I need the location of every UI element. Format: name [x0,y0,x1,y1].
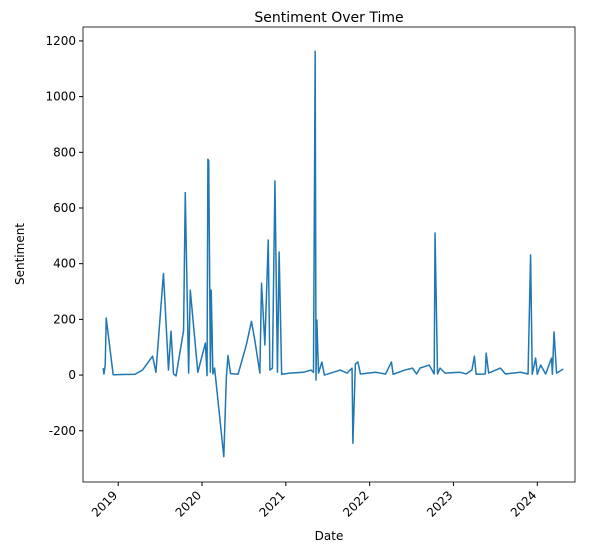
chart-title: Sentiment Over Time [254,10,403,26]
x-tick-label: 2023 [424,488,455,519]
y-tick-label: 400 [53,257,76,271]
x-tick-label: 2019 [89,488,120,519]
x-tick-label: 2021 [256,488,287,519]
y-tick-label: 800 [53,145,76,159]
x-tick-label: 2024 [508,488,539,519]
y-tick-label: -200 [49,424,76,438]
x-tick-label: 2022 [340,488,371,519]
plot-frame [82,26,576,483]
x-axis-label: Date [315,529,344,543]
y-tick-label: 200 [53,312,76,326]
line [102,50,564,458]
x-tick-label: 2020 [173,488,204,519]
y-tick-label: 0 [68,368,76,382]
y-axis-label: Sentiment [13,223,27,285]
y-tick-label: 600 [53,201,76,215]
y-tick-label: 1000 [45,90,76,104]
y-tick-label: 1200 [45,34,76,48]
